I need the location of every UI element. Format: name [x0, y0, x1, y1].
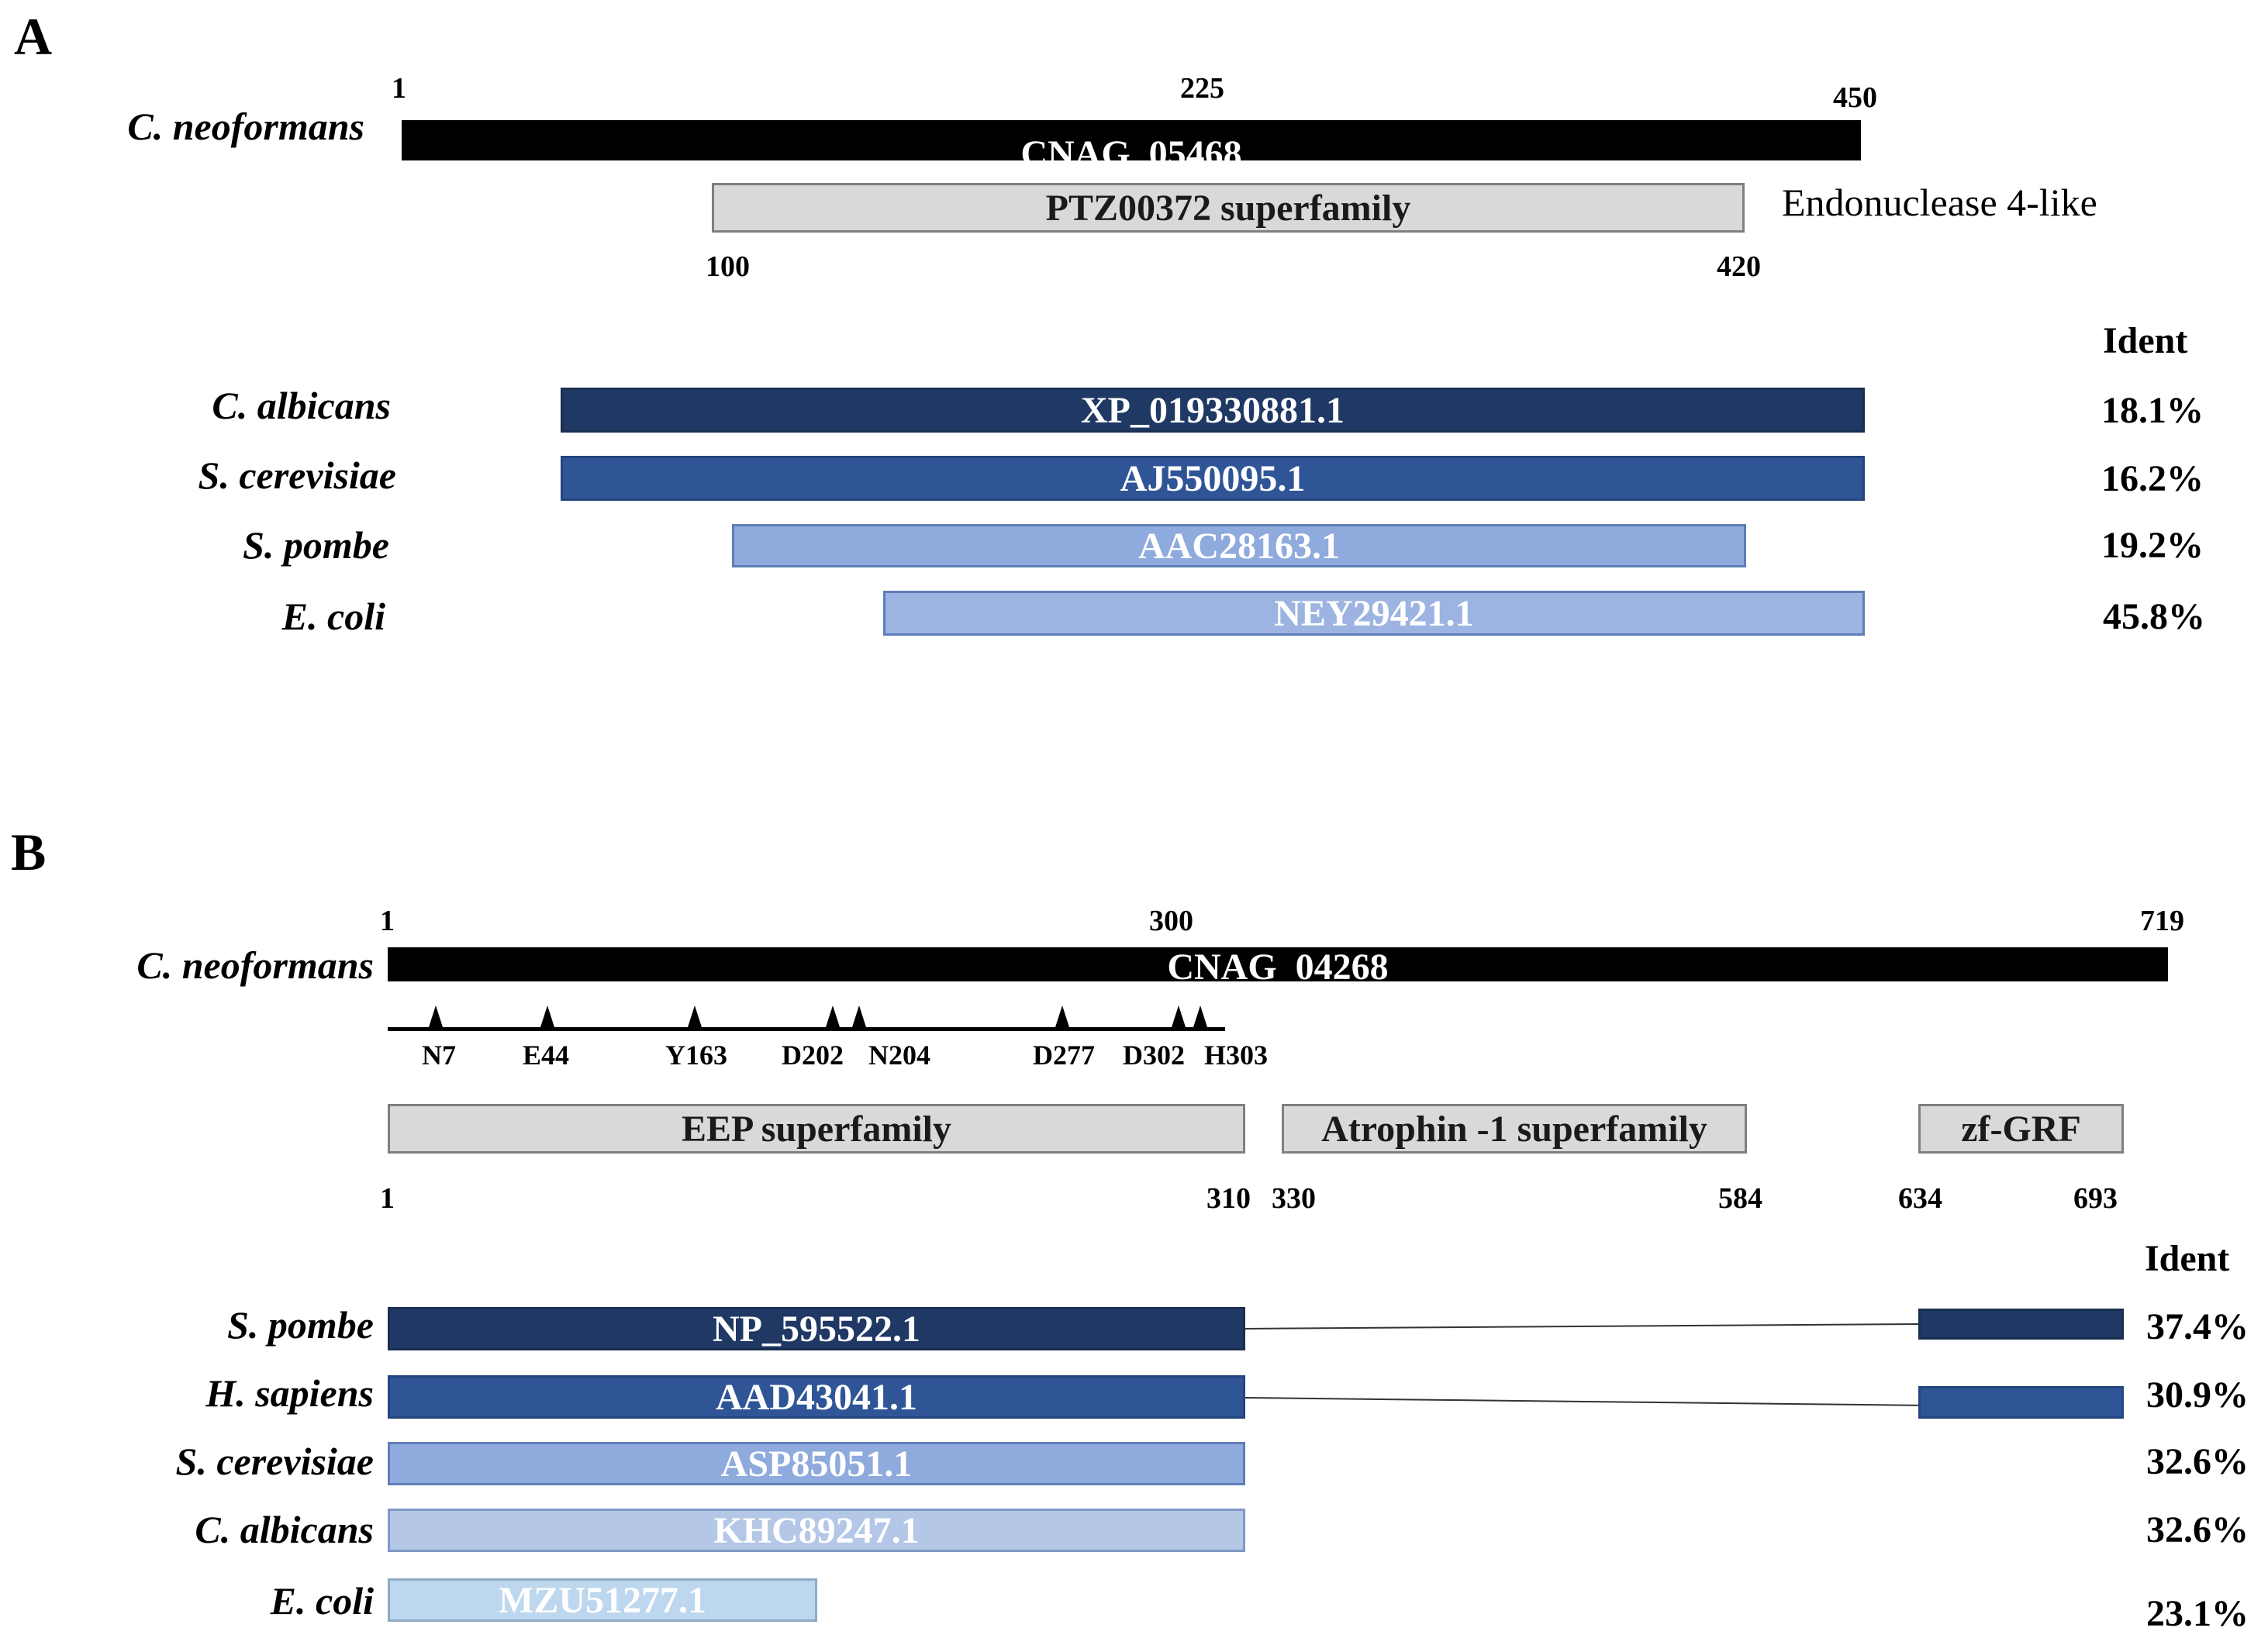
panel-b-tick-end: 719 — [2140, 905, 2184, 937]
panel-a-tick-start: 1 — [392, 72, 406, 105]
panel-b-homolog-bar: ASP85051.1 — [388, 1442, 1245, 1485]
panel-a-homolog-bar: NEY29421.1 — [883, 591, 1865, 636]
panel-a-query-species: C. neoformans — [127, 105, 364, 148]
active-site-label: E44 — [522, 1040, 569, 1071]
panel-a-homolog-id: AJ550095.1 — [1120, 457, 1306, 499]
panel-b-domain-start: 1 — [380, 1182, 395, 1215]
panel-b-ident-value: 23.1% — [2146, 1593, 2249, 1634]
active-site-axis — [388, 1027, 1225, 1031]
active-site-marker — [429, 1005, 443, 1027]
panel-b-domain-bar: EEP superfamily — [388, 1104, 1245, 1154]
panel-b-ident-value: 32.6% — [2146, 1441, 2249, 1482]
panel-a-ident-value: 19.2% — [2101, 525, 2204, 566]
panel-a-homolog-bar: XP_019330881.1 — [561, 388, 1865, 433]
panel-b-species-label: S. pombe — [227, 1303, 374, 1347]
panel-a-homolog-bar: AJ550095.1 — [561, 456, 1865, 501]
panel-b-homolog-bar: AAD43041.1 — [388, 1375, 1245, 1419]
panel-a-ident-value: 18.1% — [2101, 390, 2204, 431]
panel-a-homolog-id: NEY29421.1 — [1274, 592, 1474, 634]
active-site-marker — [1172, 1005, 1186, 1027]
active-site-marker — [688, 1005, 702, 1027]
active-site-marker — [826, 1005, 840, 1027]
panel-a-species-label: E. coli — [281, 595, 385, 638]
panel-a-domain-name: PTZ00372 superfamily — [1045, 187, 1411, 229]
active-site-label: N7 — [422, 1040, 456, 1071]
active-site-marker — [852, 1005, 866, 1027]
panel-a-homolog-id: XP_019330881.1 — [1081, 389, 1345, 431]
panel-b-species-label: H. sapiens — [205, 1371, 374, 1415]
panel-a-domain-bar: PTZ00372 superfamily — [712, 183, 1745, 233]
panel-b-domain-start: 634 — [1898, 1182, 1942, 1215]
panel-b-homolog-id: ASP85051.1 — [720, 1443, 913, 1485]
panel-b-domain-end: 693 — [2073, 1182, 2118, 1215]
panel-a-domain-start: 100 — [706, 250, 750, 283]
gap-connector — [1244, 1397, 1918, 1406]
panel-b-domain-name: zf-GRF — [1961, 1108, 2081, 1150]
panel-a-tick-mid: 225 — [1180, 72, 1224, 105]
panel-b-homolog-id: KHC89247.1 — [713, 1509, 920, 1551]
active-site-marker — [1193, 1005, 1207, 1027]
panel-b-domain-start: 330 — [1272, 1182, 1316, 1215]
panel-b-homolog-id: MZU51277.1 — [499, 1579, 706, 1621]
panel-a-domain-end: 420 — [1717, 250, 1761, 283]
panel-b-domain-bar: Atrophin -1 superfamily — [1282, 1104, 1747, 1154]
panel-a-letter: A — [14, 7, 53, 66]
panel-a-species-label: C. albicans — [212, 384, 391, 427]
panel-b-domain-name: Atrophin -1 superfamily — [1321, 1108, 1707, 1150]
panel-b-query-id: CNAG_04268 — [1167, 946, 1389, 988]
panel-b-homolog-id: NP_595522.1 — [713, 1308, 920, 1350]
panel-a-homolog-id: AAC28163.1 — [1138, 525, 1340, 567]
panel-b-domain-bar: zf-GRF — [1918, 1104, 2124, 1154]
panel-b-query-species: C. neoformans — [136, 943, 374, 987]
active-site-label: D277 — [1033, 1040, 1095, 1071]
panel-a-domain-note: Endonuclease 4-like — [1782, 181, 2097, 224]
panel-a-ident-value: 45.8% — [2103, 596, 2205, 637]
panel-b-homolog-bar: KHC89247.1 — [388, 1509, 1245, 1552]
gap-connector — [1244, 1323, 1918, 1330]
active-site-marker — [1055, 1005, 1069, 1027]
panel-b-homolog-bar: MZU51277.1 — [388, 1578, 817, 1622]
panel-b-tick-start: 1 — [380, 905, 395, 937]
panel-b-species-label: S. cerevisiae — [175, 1440, 374, 1483]
panel-b-ident-value: 32.6% — [2146, 1509, 2249, 1550]
panel-a-ident-header: Ident — [2103, 320, 2188, 361]
panel-b-ident-value: 37.4% — [2146, 1306, 2249, 1347]
active-site-label: D302 — [1123, 1040, 1185, 1071]
zf-grf-segment — [1918, 1309, 2124, 1340]
panel-a-query-id: CNAG_05468 — [1020, 133, 1242, 174]
active-site-label: N204 — [868, 1040, 930, 1071]
panel-b-domain-end: 584 — [1718, 1182, 1762, 1215]
panel-b-query-bar: CNAG_04268 — [388, 947, 2168, 988]
panel-a-homolog-bar: AAC28163.1 — [732, 524, 1746, 567]
panel-a-query-bar: CNAG_05468 — [402, 120, 1861, 174]
panel-a-species-label: S. cerevisiae — [198, 454, 396, 497]
panel-b-domain-end: 310 — [1206, 1182, 1251, 1215]
panel-b-homolog-id: AAD43041.1 — [716, 1376, 917, 1418]
panel-b-species-label: C. albicans — [195, 1508, 374, 1551]
active-site-label: D202 — [782, 1040, 844, 1071]
panel-a-species-label: S. pombe — [243, 523, 389, 567]
active-site-label: H303 — [1203, 1040, 1268, 1071]
panel-a-tick-end: 450 — [1833, 81, 1877, 114]
panel-b-domain-name: EEP superfamily — [681, 1108, 952, 1150]
active-site-label: Y163 — [665, 1040, 727, 1071]
panel-b-ident-header: Ident — [2145, 1238, 2230, 1279]
active-site-marker — [540, 1005, 554, 1027]
panel-a-ident-value: 16.2% — [2101, 458, 2204, 499]
panel-b-ident-value: 30.9% — [2146, 1374, 2249, 1416]
panel-b-tick-mid: 300 — [1149, 905, 1193, 937]
panel-b-homolog-bar: NP_595522.1 — [388, 1307, 1245, 1350]
zf-grf-segment — [1918, 1386, 2124, 1419]
panel-b-species-label: E. coli — [270, 1579, 374, 1623]
panel-b-letter: B — [11, 823, 47, 881]
